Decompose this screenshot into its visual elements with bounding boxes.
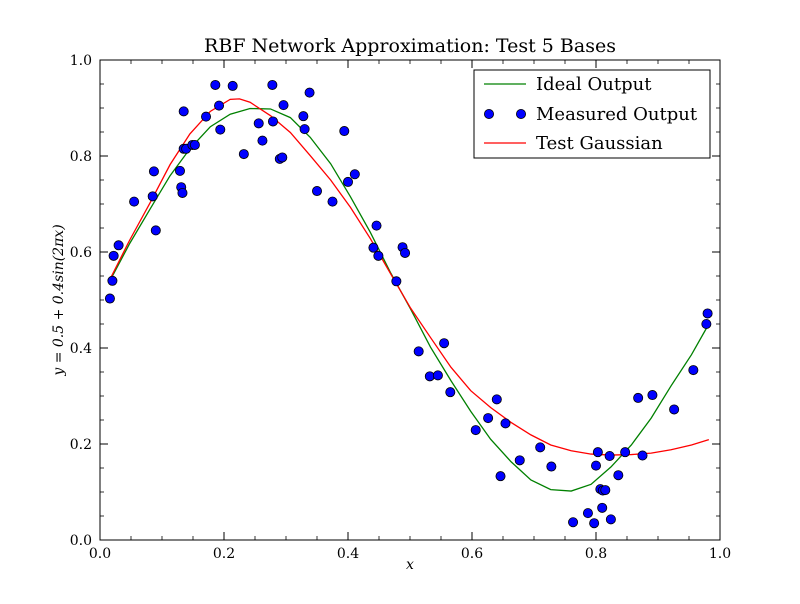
data-point-measured-output-27 (277, 152, 288, 163)
y-tick-label-3: 0.6 (70, 245, 92, 261)
data-point-measured-output-25 (267, 116, 278, 127)
data-point-measured-output-40 (391, 276, 402, 287)
data-point-measured-output-56 (568, 517, 579, 528)
data-point-measured-output-31 (304, 87, 315, 98)
data-point-measured-output-18 (214, 100, 225, 111)
data-point-measured-output-69 (633, 392, 644, 403)
data-point-measured-output-8 (174, 165, 185, 176)
data-point-measured-output-19 (215, 124, 226, 135)
data-point-measured-output-22 (253, 118, 264, 129)
x-axis-label: x (406, 557, 414, 573)
y-tick-label-1: 0.2 (70, 437, 92, 453)
data-point-measured-output-42 (400, 247, 411, 258)
x-tick-label-5: 1.0 (709, 546, 731, 562)
data-point-measured-output-67 (613, 470, 624, 481)
legend: Ideal Output Measured Output Test Gaussi… (473, 69, 711, 159)
data-point-measured-output-3 (113, 240, 124, 251)
data-point-measured-output-64 (600, 485, 611, 496)
data-point-measured-output-11 (178, 106, 189, 117)
y-tick-label-2: 0.4 (70, 341, 92, 357)
data-point-measured-output-38 (371, 220, 382, 231)
plot-data-layer (104, 79, 713, 529)
data-point-measured-output-28 (278, 100, 289, 111)
data-point-measured-output-62 (597, 502, 608, 513)
legend-measured-output-label: Measured Output (536, 104, 698, 125)
data-point-measured-output-48 (470, 425, 481, 436)
data-point-measured-output-33 (327, 196, 338, 207)
data-point-measured-output-49 (483, 413, 494, 424)
data-point-measured-output-17 (210, 79, 221, 90)
data-point-measured-output-75 (702, 308, 713, 319)
y-axis-label: y = 0.5 + 0.4sin(2πx) (51, 224, 67, 376)
data-point-measured-output-10 (177, 187, 188, 198)
y-tick-label-4: 0.8 (70, 149, 92, 165)
data-point-measured-output-7 (150, 225, 161, 236)
data-point-measured-output-29 (298, 111, 309, 122)
data-point-measured-output-60 (592, 447, 603, 458)
data-point-measured-output-50 (491, 394, 502, 405)
data-point-measured-output-51 (495, 471, 506, 482)
data-point-measured-output-74 (701, 318, 712, 329)
data-point-measured-output-36 (349, 169, 360, 180)
data-point-measured-output-4 (129, 196, 140, 207)
y-tick-label-0: 0.0 (70, 533, 92, 549)
data-point-measured-output-2 (108, 250, 119, 261)
data-point-measured-output-5 (147, 191, 158, 202)
data-point-measured-output-73 (688, 365, 699, 376)
data-point-measured-output-23 (257, 135, 268, 146)
data-point-measured-output-43 (413, 346, 424, 357)
data-point-measured-output-58 (589, 518, 600, 529)
data-point-measured-output-39 (373, 250, 384, 261)
x-tick-label-4: 0.8 (585, 546, 607, 562)
data-point-measured-output-16 (201, 111, 212, 122)
legend-measured-output-marker-right (516, 109, 527, 120)
data-point-measured-output-68 (620, 447, 631, 458)
x-tick-label-2: 0.4 (337, 546, 359, 562)
data-point-measured-output-37 (368, 242, 379, 253)
data-point-measured-output-54 (535, 442, 546, 453)
data-point-measured-output-20 (227, 80, 238, 91)
data-point-measured-output-52 (500, 418, 511, 429)
data-point-measured-output-45 (432, 370, 443, 381)
data-point-measured-output-57 (582, 508, 593, 519)
data-point-measured-output-71 (647, 390, 658, 401)
data-point-measured-output-65 (604, 450, 615, 461)
data-point-measured-output-34 (339, 126, 350, 137)
x-tick-label-1: 0.2 (213, 546, 235, 562)
data-point-measured-output-66 (605, 514, 616, 525)
x-tick-label-3: 0.6 (461, 546, 483, 562)
data-point-measured-output-21 (238, 149, 249, 160)
data-point-measured-output-47 (445, 387, 456, 398)
data-point-measured-output-46 (439, 338, 450, 349)
legend-measured-output-marker-left (483, 109, 494, 120)
legend-box (473, 69, 711, 159)
data-point-measured-output-55 (546, 461, 557, 472)
data-point-measured-output-6 (148, 166, 159, 177)
data-point-measured-output-15 (189, 139, 200, 150)
legend-test-gaussian-label: Test Gaussian (536, 133, 663, 154)
data-point-measured-output-70 (637, 450, 648, 461)
legend-ideal-output-label: Ideal Output (536, 74, 652, 95)
data-point-measured-output-30 (299, 124, 310, 135)
y-tick-label-5: 1.0 (70, 53, 92, 69)
data-point-measured-output-1 (107, 275, 118, 286)
data-point-measured-output-32 (311, 186, 322, 197)
data-point-measured-output-35 (342, 176, 353, 187)
data-point-measured-output-0 (104, 293, 115, 304)
data-point-measured-output-59 (591, 460, 602, 471)
data-point-measured-output-24 (267, 79, 278, 90)
data-point-measured-output-53 (514, 455, 525, 466)
x-tick-label-0: 0.0 (89, 546, 111, 562)
data-point-measured-output-72 (669, 404, 680, 415)
axis-ticks: 0.0 0.2 0.4 0.6 0.8 1.0 0.0 0.2 0.4 0.6 0.8 1.0 (70, 53, 731, 562)
chart-title: RBF Network Approximation: Test 5 Bases (204, 35, 616, 57)
